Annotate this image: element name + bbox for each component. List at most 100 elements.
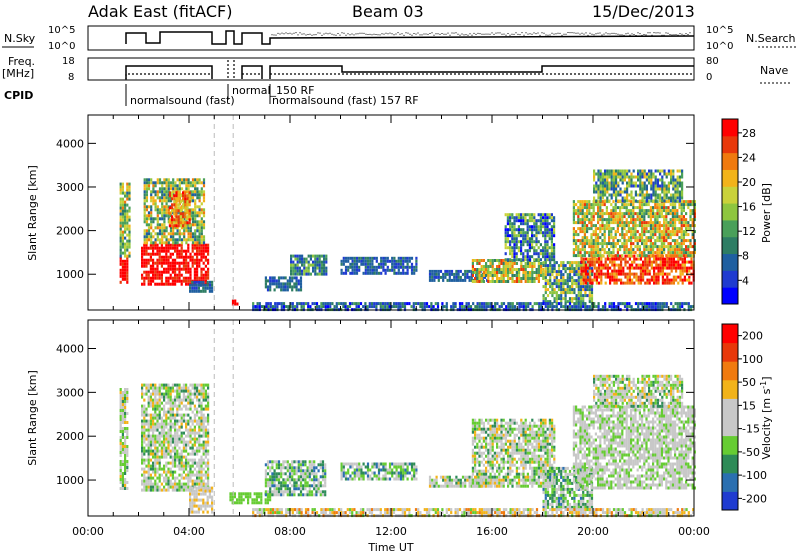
velocity-echo-cell [158, 404, 161, 408]
power-echo-cell [342, 259, 345, 263]
power-echo-cell [200, 246, 203, 250]
velocity-echo-cell [126, 427, 129, 430]
power-echo-cell [318, 269, 321, 273]
power-echo-cell [195, 286, 198, 290]
velocity-echo-cell [147, 458, 150, 462]
power-echo-cell [616, 206, 619, 210]
power-echo-cell [176, 267, 179, 271]
velocity-echo-cell [174, 383, 177, 387]
power-echo-cell [296, 305, 299, 309]
velocity-echo-cell [160, 467, 163, 471]
power-echo-cell [474, 268, 477, 271]
power-echo-cell [403, 305, 407, 309]
power-echo-cell [287, 305, 290, 309]
power-echo-cell [182, 197, 185, 201]
power-echo-cell [642, 269, 645, 273]
power-echo-cell [643, 169, 646, 173]
power-echo-cell [517, 246, 520, 250]
power-echo-cell [309, 257, 312, 261]
power-echo-cell [659, 272, 662, 276]
power-echo-cell [611, 278, 614, 282]
power-echo-cell [671, 221, 674, 225]
power-echo-cell [444, 275, 447, 279]
power-echo-cell [399, 302, 402, 306]
power-echo-cell [143, 202, 146, 206]
power-echo-cell [482, 280, 485, 283]
power-echo-cell [171, 224, 174, 228]
power-echo-cell [612, 184, 615, 188]
velocity-echo-cell [169, 437, 172, 441]
power-echo-cell [526, 265, 529, 268]
velocity-echo-cell [124, 448, 127, 451]
power-echo-cell [207, 270, 210, 274]
power-echo-cell [590, 215, 593, 219]
power-echo-cell [654, 169, 657, 173]
power-echo-cell [531, 265, 534, 268]
power-echo-cell [165, 258, 168, 262]
velocity-echo-cell [167, 446, 170, 450]
power-echo-cell [119, 274, 122, 278]
freq-tick-bottom: 8 [68, 72, 74, 83]
power-echo-cell [658, 236, 661, 240]
power-echo-cell [579, 203, 582, 207]
power-echo-cell [612, 190, 615, 194]
power-echo-cell [450, 305, 453, 309]
power-echo-cell [617, 266, 620, 270]
power-echo-cell [592, 215, 595, 219]
power-echo-cell [562, 305, 565, 309]
power-echo-cell [165, 214, 168, 218]
power-echo-cell [625, 251, 628, 255]
velocity-echo-cell [163, 419, 166, 423]
power-echo-cell [529, 265, 532, 268]
power-echo-cell [617, 172, 620, 176]
power-echo-cell [303, 272, 306, 276]
power-echo-cell [588, 227, 591, 231]
velocity-echo-cell [121, 448, 124, 451]
power-echo-cell [178, 249, 181, 253]
power-echo-cell [670, 278, 673, 282]
power-echo-cell [295, 279, 298, 283]
power-echo-cell [200, 229, 203, 233]
power-echo-cell [535, 258, 538, 262]
power-echo-cell [160, 246, 163, 250]
power-echo-cell [380, 262, 383, 266]
power-echo-cell [194, 193, 197, 197]
power-echo-cell [182, 191, 185, 195]
power-echo-cell [126, 262, 129, 266]
power-echo-cell [124, 194, 127, 198]
power-echo-cell [377, 302, 380, 306]
power-echo-cell [175, 224, 178, 228]
power-echo-cell [198, 243, 201, 247]
power-echo-cell [639, 178, 642, 182]
power-echo-cell [524, 268, 527, 271]
velocity-echo-cell [119, 418, 122, 421]
power-echo-cell [603, 248, 606, 252]
power-echo-cell [176, 238, 179, 242]
power-echo-cell [520, 252, 523, 256]
power-echo-cell [273, 288, 276, 292]
power-echo-cell [654, 221, 657, 225]
power-echo-cell [612, 236, 615, 240]
power-echo-cell [577, 300, 580, 304]
power-echo-cell [623, 203, 626, 207]
power-echo-cell [644, 263, 647, 267]
power-echo-cell [150, 193, 153, 197]
power-echo-cell [520, 231, 523, 235]
power-echo-cell [546, 270, 550, 274]
power-echo-cell [260, 305, 264, 309]
power-echo-cell [198, 223, 201, 227]
velocity-echo-cell [152, 404, 155, 408]
power-echo-cell [590, 288, 594, 292]
power-echo-cell [621, 203, 624, 207]
power-echo-cell [667, 212, 670, 216]
power-echo-cell [323, 272, 326, 276]
power-echo-cell [660, 242, 663, 246]
power-echo-cell [171, 261, 174, 265]
power-echo-cell [358, 256, 361, 260]
power-echo-cell [553, 249, 556, 253]
power-echo-cell [483, 305, 486, 309]
power-echo-cell [660, 212, 663, 216]
power-echo-cell [173, 221, 176, 225]
power-echo-cell [622, 257, 625, 261]
